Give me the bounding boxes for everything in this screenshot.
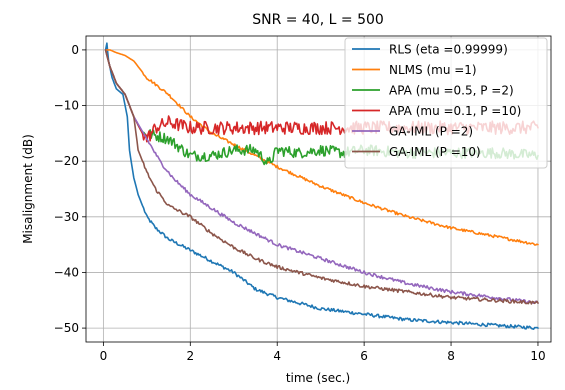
x-tick-label: 2 (186, 349, 194, 363)
y-axis-label: Misalignment (dB) (21, 134, 35, 244)
x-tick-label: 8 (447, 349, 455, 363)
x-tick-label: 10 (530, 349, 545, 363)
plot-frame (85, 35, 552, 343)
legend-label-4: APA (mu =0.1, P =10) (389, 104, 521, 118)
x-tick-label: 6 (360, 349, 368, 363)
legend-label-1: RLS (eta =0.99999) (389, 43, 508, 57)
x-axis-label: time (sec.) (286, 371, 350, 385)
y-tick-label: −20 (54, 154, 79, 168)
chart-title: SNR = 40, L = 500 (252, 12, 384, 28)
legend-label-5: GA-IML (P =2) (389, 125, 473, 139)
legend-label-6: GA-IML (P =10) (389, 145, 481, 159)
series-line-5 (104, 49, 539, 304)
legend-label-3: APA (mu =0.5, P =2) (389, 84, 514, 98)
y-tick-label: −30 (54, 210, 79, 224)
ticks: 0 2 4 6 8 10 0 −10 −20 −30 −40 −50 (54, 43, 546, 363)
series-line-1 (104, 42, 539, 330)
legend: RLS (eta =0.99999) NLMS (mu =1) APA (mu =0… (344, 37, 548, 169)
x-tick-label: 0 (100, 349, 108, 363)
y-tick-label: 0 (71, 43, 79, 57)
x-tick-label: 4 (273, 349, 281, 363)
legend-label-2: NLMS (mu =1) (389, 63, 477, 77)
series-line-6 (104, 49, 539, 305)
series-line-2 (104, 49, 539, 246)
y-tick-label: −40 (54, 265, 79, 279)
legend-box (344, 37, 548, 169)
y-tick-label: −10 (54, 99, 79, 113)
y-tick-label: −50 (54, 321, 79, 335)
